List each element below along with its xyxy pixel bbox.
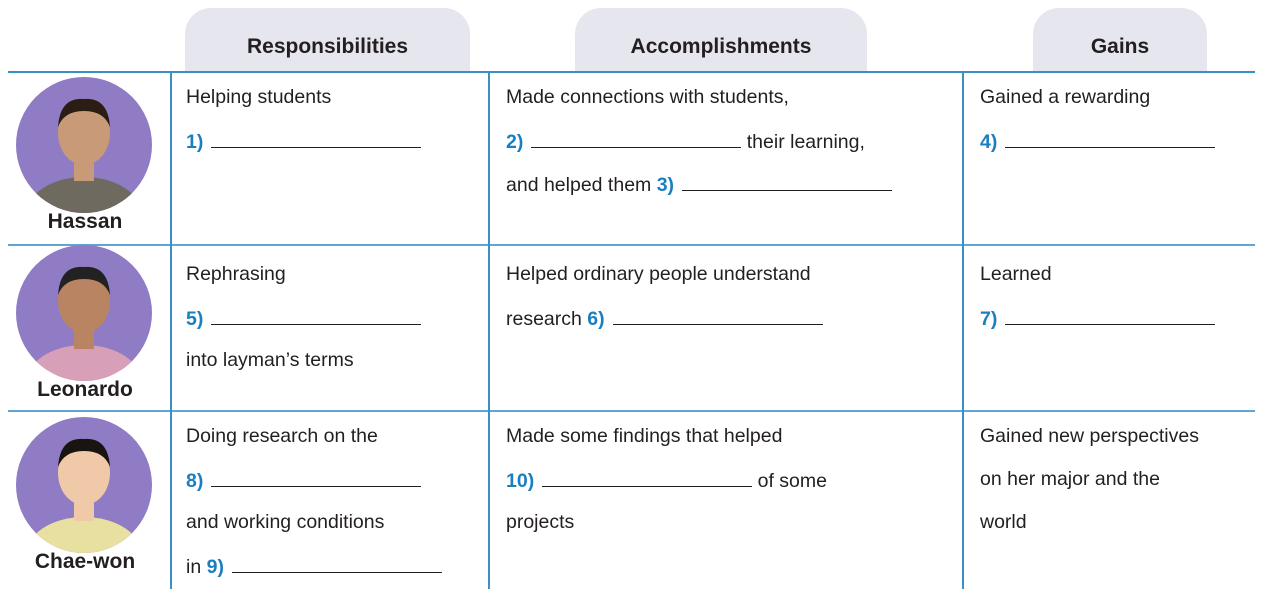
cell-line: and helped them 3) [506,168,893,198]
column-rule [962,72,964,589]
blank-number: 4) [980,131,998,153]
answer-blank [612,302,823,325]
blank-number: 8) [186,470,204,492]
cell-line: 4) [980,125,1216,155]
cell-text: Doing research on the [186,425,378,447]
answer-blank [211,464,422,487]
cell-text: their learning, [741,131,865,153]
answer-blank [1005,302,1216,325]
cell-text: on her major and the [980,468,1160,490]
blank-number: 6) [587,308,605,330]
avatar [16,417,152,553]
cell-line: 5) [186,302,422,332]
blank-number: 7) [980,308,998,330]
answer-blank [211,125,422,148]
cell-line: Learned [980,259,1052,289]
cell-line: in 9) [186,550,442,580]
cell-text: Made connections with students, [506,86,789,108]
cell-line: research 6) [506,302,823,332]
cell-text: Made some findings that helped [506,425,783,447]
column-header: Gains [1033,8,1207,72]
cell-line: projects [506,507,574,537]
cell-text: and working conditions [186,511,385,533]
blank-number: 10) [506,470,535,492]
cell-line: Rephrasing [186,259,286,289]
cell-line: into layman’s terms [186,345,354,375]
cell-text: Helping students [186,86,332,108]
row-rule [8,410,1255,412]
cell-line: Gained new perspectives [980,421,1199,451]
cell-line: 1) [186,125,422,155]
row-rule [8,244,1255,246]
cell-line: 2) their learning, [506,125,865,155]
cell-text: and helped them [506,174,657,196]
column-rule [170,72,172,589]
cell-text: Gained new perspectives [980,425,1199,447]
cell-line: 10) of some [506,464,827,494]
blank-number: 5) [186,308,204,330]
column-header: Responsibilities [185,8,470,72]
cell-text: research [506,308,588,330]
cell-line: world [980,507,1027,537]
answer-blank [531,125,742,148]
cell-line: Doing research on the [186,421,378,451]
cell-line: Made some findings that helped [506,421,782,451]
answer-blank [231,550,442,573]
cell-text: Learned [980,263,1052,285]
cell-line: 7) [980,302,1216,332]
blank-number: 1) [186,131,204,153]
cell-line: Helped ordinary people understand [506,259,811,289]
blank-number: 3) [656,174,675,196]
cell-line: Helping students [186,82,331,112]
blank-number: 9) [206,556,224,578]
avatar [16,77,152,213]
cell-line: on her major and the [980,464,1160,494]
cell-text: world [980,511,1027,533]
answer-blank [682,168,893,191]
cell-line: Gained a rewarding [980,82,1150,112]
cell-text: in [186,556,207,578]
cell-text: projects [506,511,575,533]
cell-text: Gained a rewarding [980,86,1151,108]
answer-blank [1005,125,1216,148]
blank-number: 2) [506,131,524,153]
person-name: Hassan [47,210,123,233]
column-rule [488,72,490,589]
column-header: Accomplishments [575,8,867,72]
person-name: Leonardo [37,378,133,401]
cell-text: Rephrasing [186,263,286,285]
person-name: Chae-won [34,550,136,573]
cell-text: into layman’s terms [186,349,354,371]
cell-line: 8) [186,464,422,494]
avatar [16,245,152,381]
cell-line: and working conditions [186,507,384,537]
cell-text: of some [752,470,827,492]
cell-line: Made connections with students, [506,82,789,112]
header-rule [8,71,1255,73]
answer-blank [211,302,422,325]
cell-text: Helped ordinary people understand [506,263,811,285]
answer-blank [542,464,753,487]
